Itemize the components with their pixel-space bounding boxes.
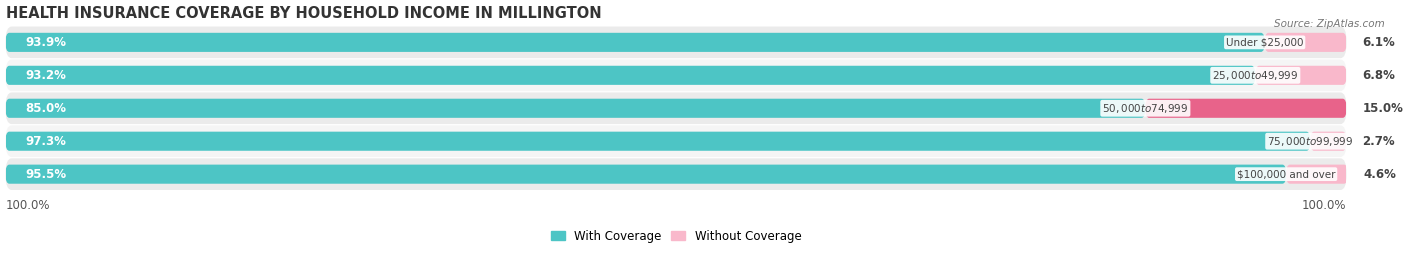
Text: 15.0%: 15.0%	[1362, 102, 1403, 115]
FancyBboxPatch shape	[1146, 99, 1347, 118]
FancyBboxPatch shape	[6, 158, 1347, 190]
FancyBboxPatch shape	[6, 93, 1347, 124]
FancyBboxPatch shape	[6, 165, 1286, 184]
FancyBboxPatch shape	[1264, 33, 1347, 52]
FancyBboxPatch shape	[6, 27, 1347, 58]
Text: $100,000 and over: $100,000 and over	[1237, 169, 1336, 179]
Text: Under $25,000: Under $25,000	[1226, 37, 1303, 47]
Text: 4.6%: 4.6%	[1364, 168, 1396, 181]
Text: 95.5%: 95.5%	[25, 168, 67, 181]
FancyBboxPatch shape	[6, 125, 1347, 157]
Text: 97.3%: 97.3%	[25, 135, 66, 148]
Text: Source: ZipAtlas.com: Source: ZipAtlas.com	[1274, 19, 1385, 29]
Text: $50,000 to $74,999: $50,000 to $74,999	[1102, 102, 1188, 115]
Text: 93.9%: 93.9%	[25, 36, 66, 49]
Text: $75,000 to $99,999: $75,000 to $99,999	[1267, 135, 1354, 148]
Text: 6.8%: 6.8%	[1362, 69, 1396, 82]
Text: 100.0%: 100.0%	[1302, 199, 1347, 212]
Text: 2.7%: 2.7%	[1362, 135, 1395, 148]
FancyBboxPatch shape	[6, 33, 1264, 52]
Legend: With Coverage, Without Coverage: With Coverage, Without Coverage	[546, 225, 806, 247]
FancyBboxPatch shape	[6, 99, 1146, 118]
FancyBboxPatch shape	[6, 66, 1256, 85]
FancyBboxPatch shape	[1256, 66, 1347, 85]
FancyBboxPatch shape	[1310, 132, 1347, 151]
Text: HEALTH INSURANCE COVERAGE BY HOUSEHOLD INCOME IN MILLINGTON: HEALTH INSURANCE COVERAGE BY HOUSEHOLD I…	[6, 6, 602, 20]
FancyBboxPatch shape	[1286, 165, 1348, 184]
Text: 85.0%: 85.0%	[25, 102, 66, 115]
Text: 93.2%: 93.2%	[25, 69, 66, 82]
Text: 6.1%: 6.1%	[1362, 36, 1395, 49]
FancyBboxPatch shape	[6, 132, 1310, 151]
Text: 100.0%: 100.0%	[6, 199, 51, 212]
Text: $25,000 to $49,999: $25,000 to $49,999	[1212, 69, 1299, 82]
FancyBboxPatch shape	[6, 59, 1347, 91]
